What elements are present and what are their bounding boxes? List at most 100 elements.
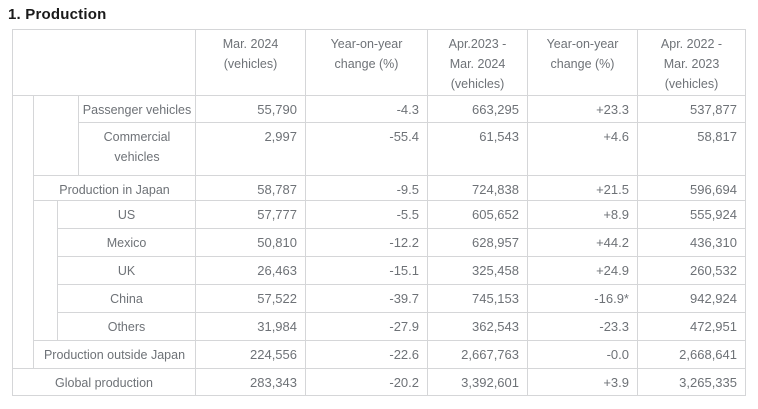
row-label-commercial-vehicles: Commercial vehicles <box>78 122 196 176</box>
value-cell: -20.2 <box>305 368 428 396</box>
corner-cell <box>12 29 196 96</box>
row-label-passenger-vehicles: Passenger vehicles <box>78 95 196 123</box>
column-header-yoy-change-month: Year-on-year change (%) <box>305 29 428 96</box>
value-cell: +4.6 <box>527 122 638 176</box>
value-cell: 26,463 <box>195 256 306 285</box>
value-cell: 537,877 <box>637 95 746 123</box>
row-label-text: vehicles <box>114 150 160 164</box>
value-cell: 50,810 <box>195 228 306 257</box>
row-label-text: China <box>110 292 143 306</box>
value-cell: 55,790 <box>195 95 306 123</box>
header-line: Mar. 2023 <box>663 57 720 71</box>
table-row-production-outside-japan: Production outside Japan 224,556 -22.6 2… <box>13 340 746 369</box>
column-header-yoy-change-year: Year-on-year change (%) <box>527 29 638 96</box>
row-label-mexico: Mexico <box>57 228 196 257</box>
row-label-text: Production in Japan <box>59 183 170 197</box>
table-row-uk: UK 26,463 -15.1 325,458 +24.9 260,532 <box>13 256 746 285</box>
header-line: (vehicles) <box>664 77 719 91</box>
value-cell: 605,652 <box>427 200 528 229</box>
column-header-apr2022-mar2023: Apr. 2022 - Mar. 2023 (vehicles) <box>637 29 746 96</box>
page-title: 1. Production <box>8 6 107 23</box>
value-cell: 58,817 <box>637 122 746 176</box>
indent-spacer-global <box>12 95 34 369</box>
row-label-us: US <box>57 200 196 229</box>
value-cell: -39.7 <box>305 284 428 313</box>
row-label-china: China <box>57 284 196 313</box>
value-cell: -9.5 <box>305 175 428 201</box>
header-line: change (%) <box>550 57 615 71</box>
value-cell: -4.3 <box>305 95 428 123</box>
row-label-text: Mexico <box>106 236 147 250</box>
column-header-mar-2024: Mar. 2024 (vehicles) <box>195 29 306 96</box>
value-cell: +44.2 <box>527 228 638 257</box>
value-cell: -23.3 <box>527 312 638 341</box>
value-cell: 57,522 <box>195 284 306 313</box>
value-cell: 58,787 <box>195 175 306 201</box>
value-cell: -0.0 <box>527 340 638 369</box>
value-cell: 596,694 <box>637 175 746 201</box>
value-cell: +3.9 <box>527 368 638 396</box>
value-cell: 436,310 <box>637 228 746 257</box>
row-label-production-outside-japan: Production outside Japan <box>33 340 196 369</box>
row-label-uk: UK <box>57 256 196 285</box>
header-line: Year-on-year <box>546 37 619 51</box>
value-cell: 472,951 <box>637 312 746 341</box>
value-cell: -22.6 <box>305 340 428 369</box>
value-cell: 2,668,641 <box>637 340 746 369</box>
row-label-text: Global production <box>55 376 153 390</box>
value-cell: 31,984 <box>195 312 306 341</box>
value-cell: -5.5 <box>305 200 428 229</box>
value-cell: 362,543 <box>427 312 528 341</box>
value-cell: 3,265,335 <box>637 368 746 396</box>
row-label-global-production: Global production <box>12 368 196 396</box>
row-label-text: UK <box>117 264 136 278</box>
value-cell: 663,295 <box>427 95 528 123</box>
value-cell: 325,458 <box>427 256 528 285</box>
value-cell: 57,777 <box>195 200 306 229</box>
column-header-apr2023-mar2024: Apr.2023 - Mar. 2024 (vehicles) <box>427 29 528 96</box>
header-line: (vehicles) <box>450 77 505 91</box>
row-label-production-in-japan: Production in Japan <box>33 175 196 201</box>
row-label-text: Production outside Japan <box>43 348 186 362</box>
page: 1. Production Mar. 2024 (vehicles) Year-… <box>0 6 758 396</box>
value-cell: -55.4 <box>305 122 428 176</box>
value-cell: 555,924 <box>637 200 746 229</box>
table-row-passenger-vehicles: Passenger vehicles 55,790 -4.3 663,295 +… <box>12 95 746 369</box>
indent-spacer-japan <box>33 95 79 176</box>
value-cell: 260,532 <box>637 256 746 285</box>
header-line: Apr.2023 - <box>448 37 507 51</box>
row-label-text: Commercial <box>103 130 171 144</box>
value-cell: +8.9 <box>527 200 638 229</box>
value-cell: -15.1 <box>305 256 428 285</box>
table-row-us: US 57,777 -5.5 605,652 +8.9 555,924 <box>13 200 746 341</box>
value-cell: 942,924 <box>637 284 746 313</box>
value-cell: 745,153 <box>427 284 528 313</box>
value-cell: -27.9 <box>305 312 428 341</box>
header-line: (vehicles) <box>223 57 278 71</box>
row-label-text: Passenger vehicles <box>82 103 192 117</box>
header-line: change (%) <box>334 57 399 71</box>
table-row-others: Others 31,984 -27.9 362,543 -23.3 472,95… <box>13 312 746 341</box>
table-row-global-production: Global production 283,343 -20.2 3,392,60… <box>12 368 746 396</box>
value-cell: 724,838 <box>427 175 528 201</box>
header-line: Apr. 2022 - <box>660 37 723 51</box>
header-line: Mar. 2024 <box>449 57 506 71</box>
value-cell: 628,957 <box>427 228 528 257</box>
production-table: Mar. 2024 (vehicles) Year-on-year change… <box>12 29 746 396</box>
indent-spacer-outside-japan <box>33 200 58 341</box>
value-cell: 3,392,601 <box>427 368 528 396</box>
header-line: Mar. 2024 <box>222 37 279 51</box>
value-cell: 283,343 <box>195 368 306 396</box>
table-row-mexico: Mexico 50,810 -12.2 628,957 +44.2 436,31… <box>13 228 746 257</box>
value-cell: 2,667,763 <box>427 340 528 369</box>
table-row-china: China 57,522 -39.7 745,153 -16.9* 942,92… <box>13 284 746 313</box>
value-cell: +21.5 <box>527 175 638 201</box>
row-label-text: US <box>117 208 136 222</box>
value-cell: +24.9 <box>527 256 638 285</box>
value-cell: -16.9* <box>527 284 638 313</box>
value-cell: 224,556 <box>195 340 306 369</box>
value-cell: 2,997 <box>195 122 306 176</box>
value-cell: +23.3 <box>527 95 638 123</box>
row-label-text: Others <box>107 320 146 334</box>
header-row: Mar. 2024 (vehicles) Year-on-year change… <box>12 29 746 96</box>
